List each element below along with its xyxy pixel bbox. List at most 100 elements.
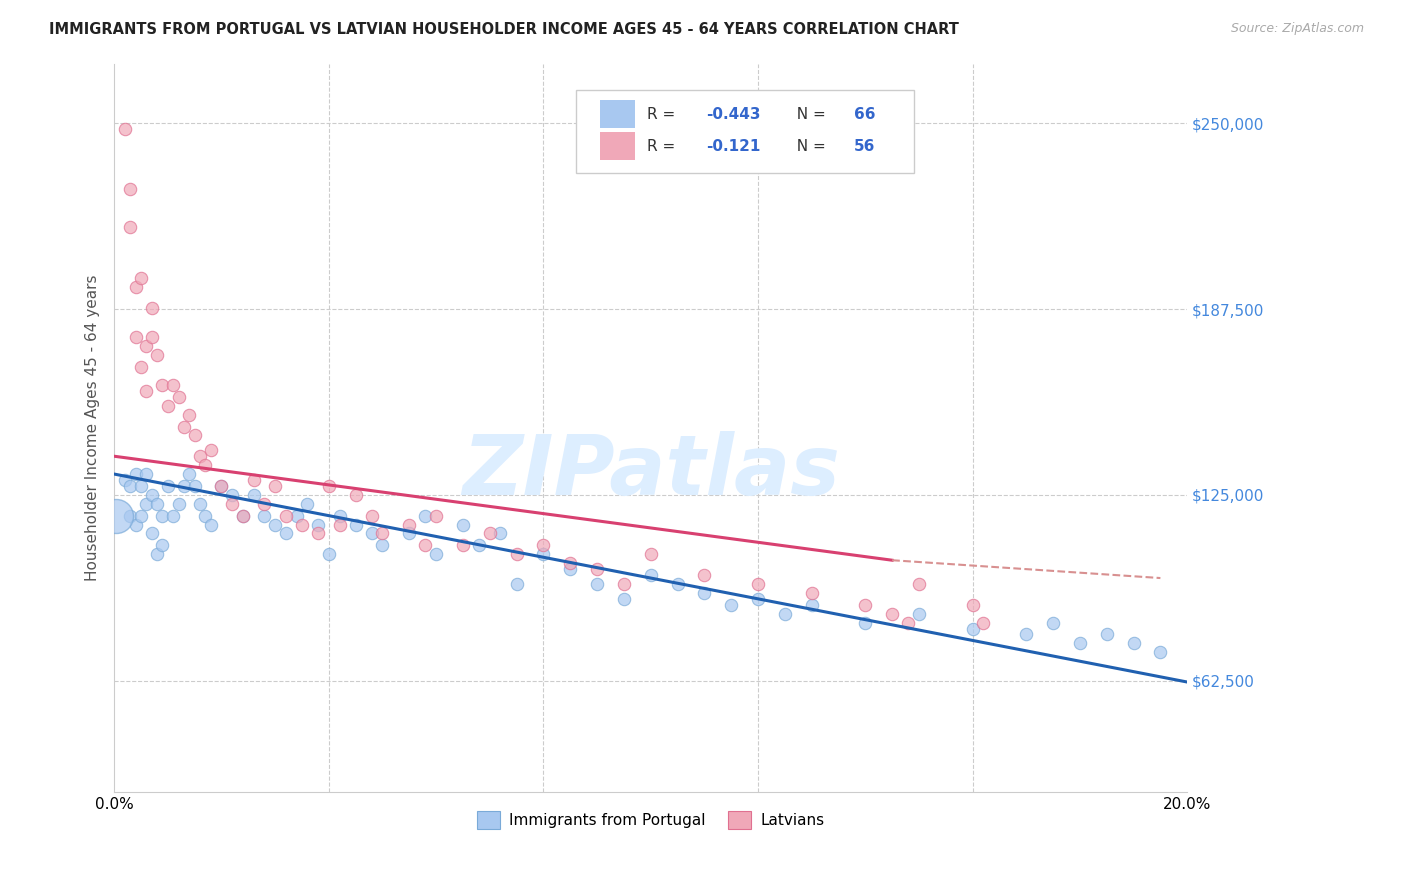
Point: [221, 488, 243, 502]
Point: [156, 479, 179, 493]
Point: [360, 508, 382, 523]
Point: [129, 271, 152, 285]
Point: [183, 428, 205, 442]
Point: [152, 378, 174, 392]
Point: [425, 508, 447, 523]
Point: [173, 419, 195, 434]
Point: [162, 378, 184, 392]
Point: [200, 443, 222, 458]
Point: [586, 562, 609, 576]
Point: [183, 479, 205, 493]
Point: [398, 526, 420, 541]
Point: [328, 517, 350, 532]
Point: [253, 508, 276, 523]
Point: [560, 562, 582, 576]
Point: [425, 547, 447, 561]
Point: [135, 384, 157, 398]
Point: [188, 449, 211, 463]
Point: [135, 339, 157, 353]
Point: [451, 517, 474, 532]
Point: [124, 517, 146, 532]
Point: [120, 508, 142, 523]
Point: [120, 220, 142, 235]
Point: [242, 488, 264, 502]
Point: [613, 591, 636, 606]
Point: [478, 526, 501, 541]
Point: [141, 488, 163, 502]
Point: [962, 598, 984, 612]
Point: [146, 547, 169, 561]
Point: [285, 508, 308, 523]
Point: [531, 547, 554, 561]
FancyBboxPatch shape: [575, 89, 914, 173]
Point: [908, 607, 931, 621]
Point: [114, 473, 136, 487]
Point: [1122, 636, 1144, 650]
Point: [173, 479, 195, 493]
Point: [747, 577, 769, 591]
Text: R =: R =: [648, 107, 686, 122]
Point: [146, 348, 169, 362]
Point: [1149, 645, 1171, 659]
Text: 56: 56: [853, 139, 875, 153]
Point: [371, 526, 394, 541]
Point: [211, 479, 233, 493]
Point: [415, 538, 437, 552]
Point: [451, 538, 474, 552]
Point: [274, 508, 297, 523]
Point: [104, 508, 127, 523]
Point: [613, 577, 636, 591]
Point: [242, 473, 264, 487]
Point: [720, 598, 742, 612]
Point: [232, 508, 254, 523]
Point: [188, 497, 211, 511]
Point: [505, 577, 527, 591]
Point: [853, 615, 876, 630]
Point: [200, 517, 222, 532]
Point: [640, 568, 662, 582]
Point: [882, 607, 904, 621]
Point: [141, 330, 163, 344]
Point: [179, 408, 201, 422]
Y-axis label: Householder Income Ages 45 - 64 years: Householder Income Ages 45 - 64 years: [86, 275, 100, 582]
Text: 66: 66: [853, 107, 875, 122]
Point: [135, 497, 157, 511]
Point: [328, 508, 350, 523]
Point: [274, 526, 297, 541]
Point: [264, 479, 287, 493]
Point: [972, 615, 994, 630]
Point: [297, 497, 319, 511]
Point: [221, 497, 243, 511]
Point: [232, 508, 254, 523]
Text: -0.443: -0.443: [706, 107, 761, 122]
Point: [124, 330, 146, 344]
Point: [360, 526, 382, 541]
Point: [152, 508, 174, 523]
Point: [1015, 627, 1038, 641]
Point: [505, 547, 527, 561]
Point: [211, 479, 233, 493]
Point: [167, 390, 190, 404]
Point: [291, 517, 314, 532]
Point: [962, 622, 984, 636]
Point: [415, 508, 437, 523]
Point: [800, 598, 823, 612]
Text: N =: N =: [787, 139, 831, 153]
Point: [156, 399, 179, 413]
Text: -0.121: -0.121: [706, 139, 761, 153]
Point: [800, 586, 823, 600]
Text: N =: N =: [787, 107, 831, 122]
Point: [264, 517, 287, 532]
Text: R =: R =: [648, 139, 686, 153]
Point: [179, 467, 201, 481]
Point: [124, 467, 146, 481]
Point: [897, 615, 920, 630]
Point: [194, 508, 217, 523]
Point: [344, 488, 367, 502]
Point: [162, 508, 184, 523]
Point: [586, 577, 609, 591]
Point: [141, 526, 163, 541]
Point: [560, 556, 582, 570]
Point: [489, 526, 512, 541]
Legend: Immigrants from Portugal, Latvians: Immigrants from Portugal, Latvians: [471, 805, 831, 835]
